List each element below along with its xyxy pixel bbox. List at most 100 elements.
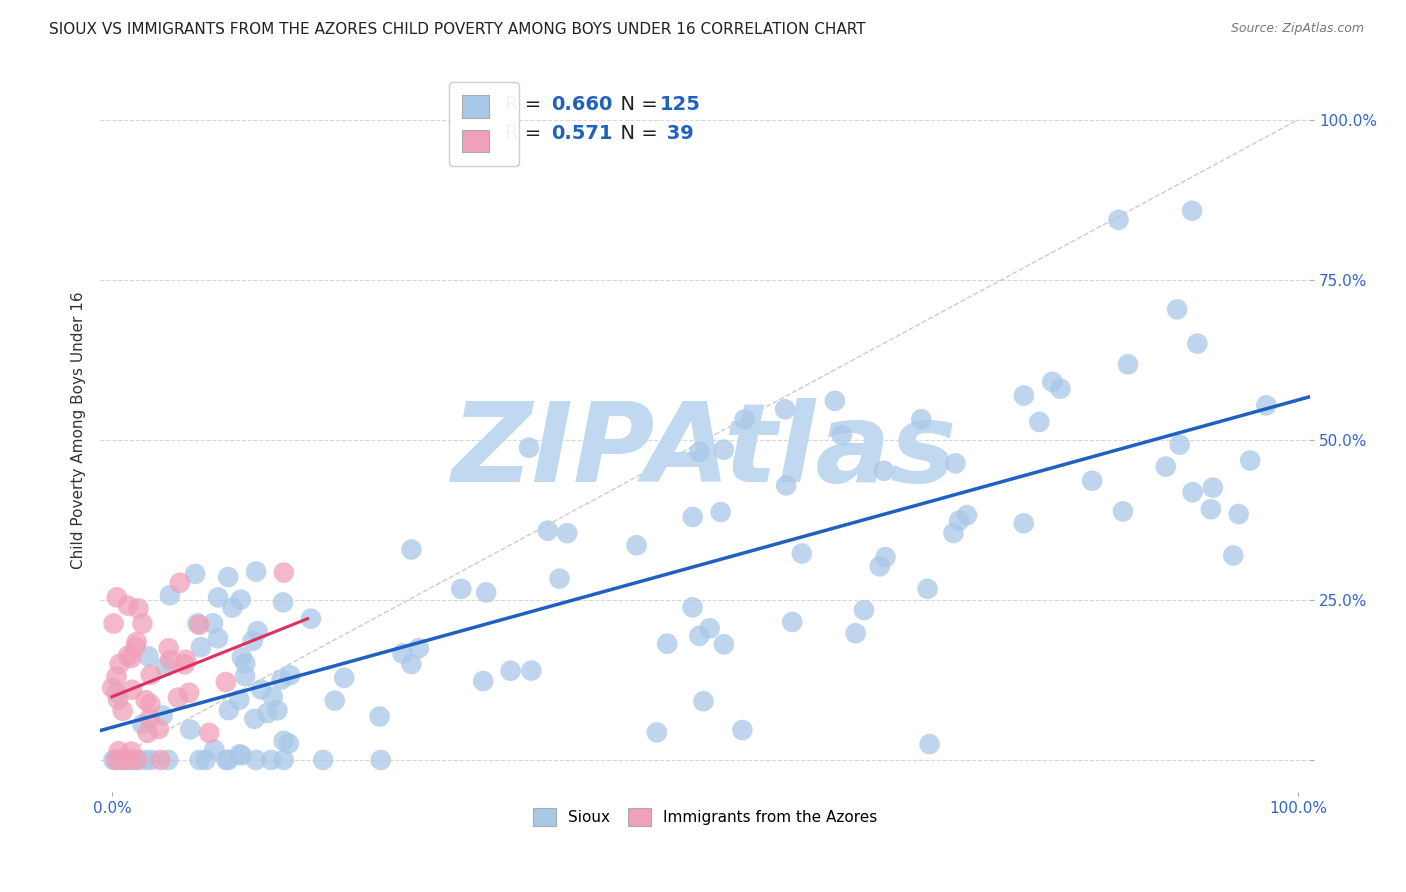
Point — [1108, 212, 1130, 227]
Text: 125: 125 — [661, 95, 702, 114]
Point — [1049, 382, 1071, 396]
Point — [243, 712, 266, 726]
Point — [103, 616, 125, 631]
Point — [107, 744, 129, 758]
Point — [1112, 504, 1135, 518]
Point — [1181, 485, 1204, 500]
Point — [242, 633, 264, 648]
Text: R =: R = — [505, 124, 548, 144]
Point — [245, 753, 267, 767]
Point — [246, 624, 269, 639]
Point — [831, 428, 853, 442]
Point — [103, 753, 125, 767]
Point — [682, 510, 704, 524]
Text: 0.571: 0.571 — [551, 124, 613, 144]
Point — [853, 603, 876, 617]
Point — [273, 734, 295, 748]
Point — [101, 681, 124, 695]
Point — [408, 641, 430, 656]
Point — [139, 753, 162, 767]
Point — [1081, 474, 1104, 488]
Point — [190, 640, 212, 655]
Point — [475, 585, 498, 599]
Point — [1181, 203, 1204, 218]
Point — [699, 621, 721, 635]
Point — [1199, 502, 1222, 516]
Point — [942, 526, 965, 541]
Text: 39: 39 — [661, 124, 695, 144]
Point — [626, 538, 648, 552]
Text: 0.660: 0.660 — [551, 95, 613, 114]
Point — [555, 526, 578, 541]
Point — [948, 514, 970, 528]
Text: ZIPAtlas: ZIPAtlas — [453, 399, 957, 506]
Point — [118, 753, 141, 767]
Point — [517, 441, 540, 455]
Point — [277, 737, 299, 751]
Point — [127, 601, 149, 615]
Point — [273, 566, 295, 580]
Point — [273, 753, 295, 767]
Point — [215, 753, 238, 767]
Point — [689, 445, 711, 459]
Point — [215, 675, 238, 690]
Point — [221, 600, 243, 615]
Text: N =: N = — [609, 124, 664, 144]
Point — [110, 753, 132, 767]
Text: SIOUX VS IMMIGRANTS FROM THE AZORES CHILD POVERTY AMONG BOYS UNDER 16 CORRELATIO: SIOUX VS IMMIGRANTS FROM THE AZORES CHIL… — [49, 22, 866, 37]
Point — [1187, 336, 1209, 351]
Point — [1012, 388, 1035, 402]
Point — [125, 753, 148, 767]
Point — [159, 588, 181, 602]
Point — [139, 667, 162, 681]
Point — [231, 748, 253, 763]
Point — [270, 673, 292, 687]
Point — [188, 617, 211, 632]
Point — [169, 575, 191, 590]
Point — [869, 559, 891, 574]
Point — [370, 753, 392, 767]
Point — [733, 412, 755, 426]
Point — [179, 686, 201, 700]
Point — [499, 664, 522, 678]
Point — [271, 595, 294, 609]
Point — [187, 616, 209, 631]
Point — [135, 693, 157, 707]
Point — [401, 542, 423, 557]
Point — [1166, 302, 1188, 317]
Point — [401, 657, 423, 671]
Point — [231, 650, 253, 665]
Point — [139, 697, 162, 711]
Point — [111, 704, 134, 718]
Point — [202, 742, 225, 756]
Point — [1222, 549, 1244, 563]
Point — [229, 592, 252, 607]
Point — [1168, 438, 1191, 452]
Point — [120, 651, 142, 665]
Point — [105, 591, 128, 605]
Point — [198, 726, 221, 740]
Point — [108, 657, 131, 671]
Point — [152, 708, 174, 723]
Point — [250, 682, 273, 697]
Point — [194, 753, 217, 767]
Text: N =: N = — [609, 95, 664, 114]
Point — [875, 550, 897, 565]
Point — [105, 669, 128, 683]
Point — [188, 753, 211, 767]
Point — [537, 524, 560, 538]
Point — [1012, 516, 1035, 531]
Point — [217, 570, 239, 584]
Point — [207, 632, 229, 646]
Point — [201, 616, 224, 631]
Point — [131, 616, 153, 631]
Text: R =: R = — [505, 95, 548, 114]
Point — [1227, 507, 1250, 521]
Point — [731, 723, 754, 737]
Point — [105, 686, 128, 700]
Point — [713, 442, 735, 457]
Point — [312, 753, 335, 767]
Point — [910, 412, 932, 426]
Point — [105, 753, 128, 767]
Point — [131, 717, 153, 731]
